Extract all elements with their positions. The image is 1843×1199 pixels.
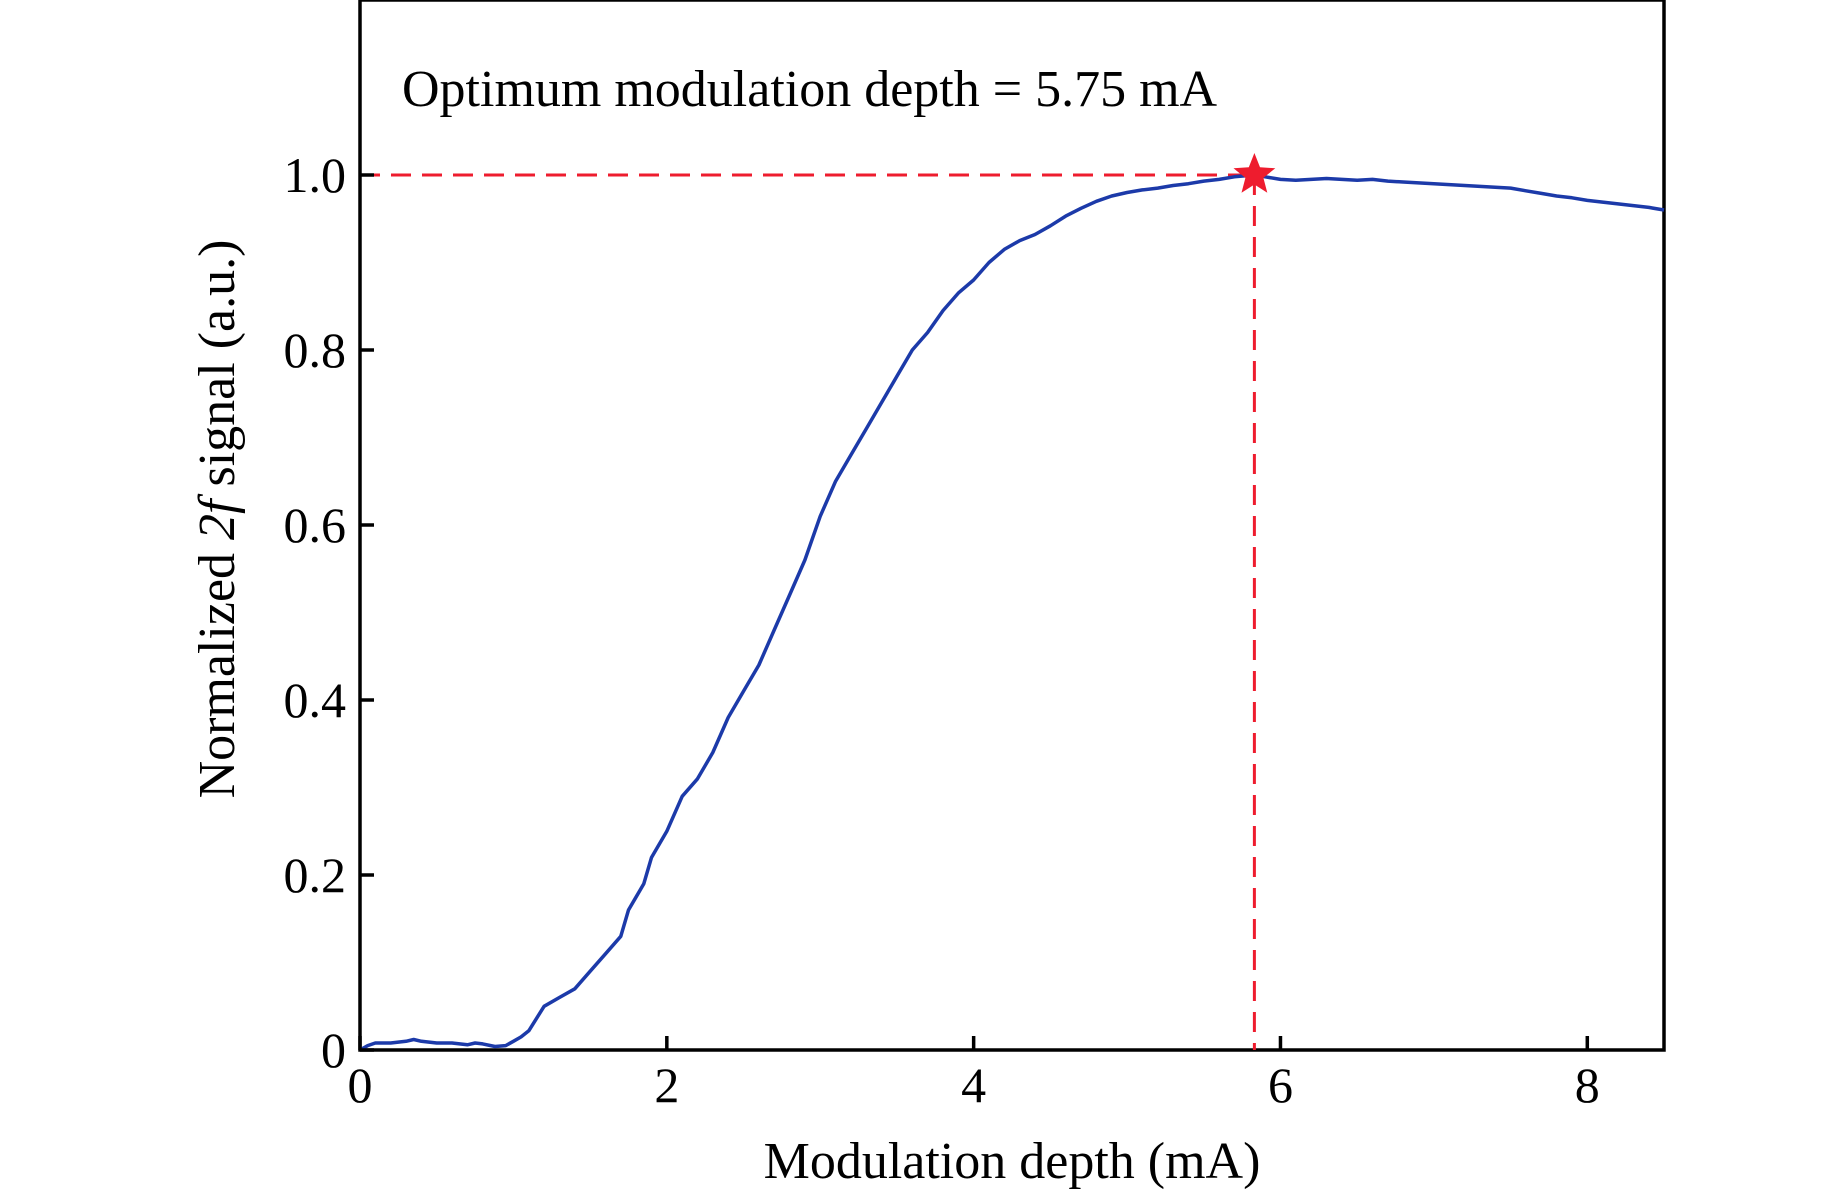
- optimum-annotation: Optimum modulation depth = 5.75 mA: [402, 61, 1218, 118]
- axes: [358, 173, 1590, 1052]
- y-tick-label: 0.6: [284, 497, 347, 553]
- y-tick-label: 0.8: [284, 322, 347, 378]
- y-tick-label: 1.0: [284, 147, 347, 203]
- plot-area: [358, 0, 1666, 1052]
- labels: 0 2 4 6 8 0 0.2 0.4 0.6 0.8 1.0 Modulation depth (m…: [189, 61, 1600, 1190]
- y-tick-label: 0: [321, 1022, 346, 1078]
- x-tick-label: 0: [348, 1057, 373, 1113]
- optimum-star-marker: [1233, 153, 1276, 193]
- y-tick-label: 0.4: [284, 672, 347, 728]
- series-line-0: [359, 173, 1665, 1052]
- x-tick-label: 8: [1575, 1057, 1600, 1113]
- x-tick-label: 6: [1268, 1057, 1293, 1113]
- x-tick-label: 4: [961, 1057, 986, 1113]
- x-axis-title: Modulation depth (mA): [764, 1133, 1261, 1190]
- data-marks: [359, 153, 1665, 1052]
- x-tick-label: 2: [654, 1057, 679, 1113]
- plot-frame: [358, 0, 1666, 1052]
- y-axis-title: Normalized 2f signal (a.u.): [189, 240, 246, 799]
- y-tick-label: 0.2: [284, 847, 347, 903]
